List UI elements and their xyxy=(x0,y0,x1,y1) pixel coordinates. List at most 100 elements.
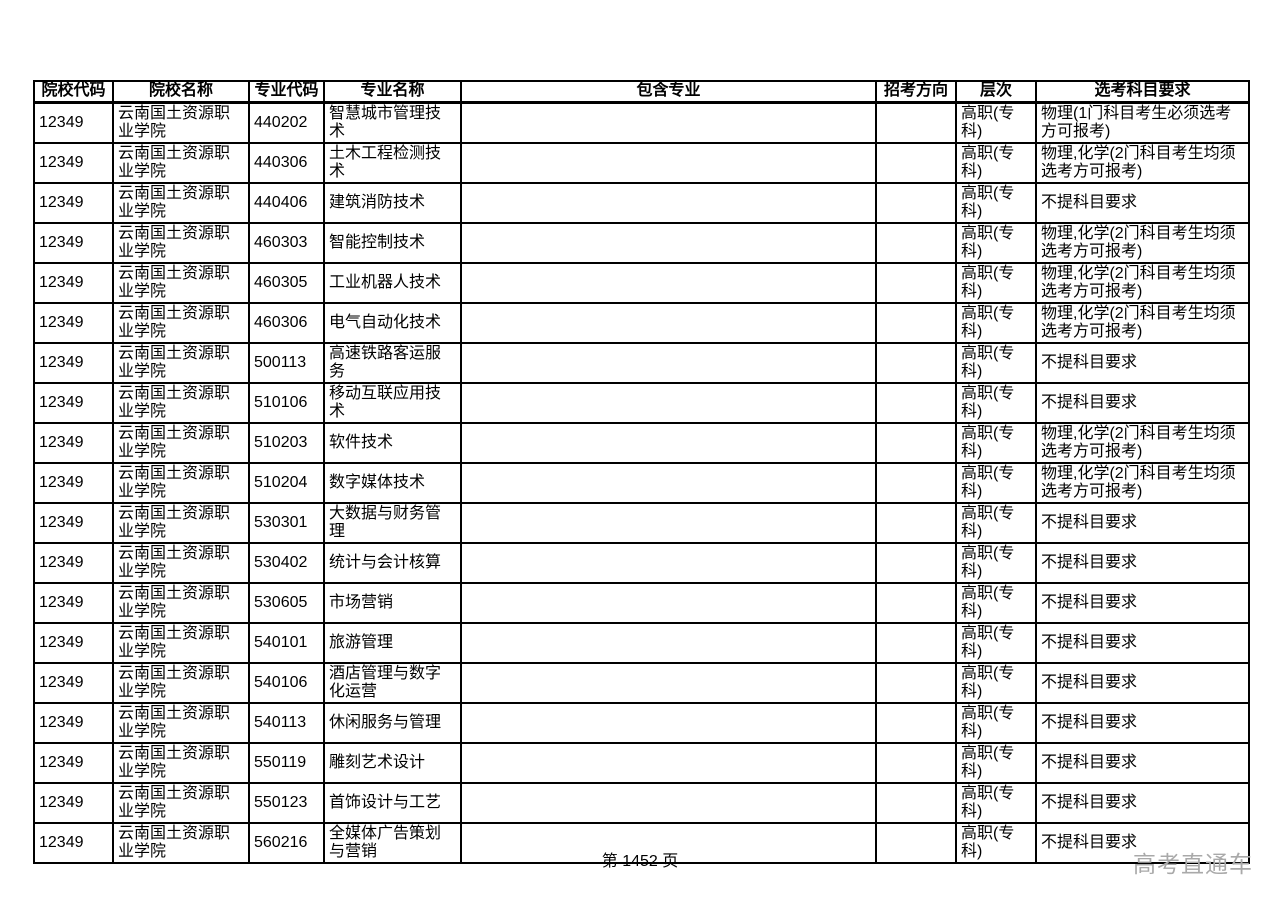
cell-major-code: 510203 xyxy=(248,421,325,464)
cell-college-name: 云南国土资源职业学院 xyxy=(112,661,250,704)
cell-college-code: 12349 xyxy=(33,421,114,464)
column-header-admission-direction: 招考方向 xyxy=(875,80,957,104)
cell-level: 高职(专科) xyxy=(955,341,1037,384)
table-row: 12349 云南国土资源职业学院 540106 酒店管理与数字化运营 高职(专科) 不提科… xyxy=(33,661,1250,704)
cell-major-code: 440202 xyxy=(248,101,325,144)
table-row: 12349 云南国土资源职业学院 440306 土木工程检测技术 高职(专科) 物理,化学… xyxy=(33,141,1250,184)
cell-major-name: 智能控制技术 xyxy=(323,221,462,264)
cell-major-name: 高速铁路客运服务 xyxy=(323,341,462,384)
cell-included-majors xyxy=(460,781,877,824)
cell-major-code: 550123 xyxy=(248,781,325,824)
cell-level: 高职(专科) xyxy=(955,581,1037,624)
cell-college-name: 云南国土资源职业学院 xyxy=(112,501,250,544)
cell-major-code: 440306 xyxy=(248,141,325,184)
cell-college-code: 12349 xyxy=(33,341,114,384)
cell-college-name: 云南国土资源职业学院 xyxy=(112,581,250,624)
cell-subject-requirements: 不提科目要求 xyxy=(1035,181,1250,224)
cell-college-name: 云南国土资源职业学院 xyxy=(112,541,250,584)
table-row: 12349 云南国土资源职业学院 540101 旅游管理 高职(专科) 不提科目要求 xyxy=(33,621,1250,664)
cell-college-name: 云南国土资源职业学院 xyxy=(112,381,250,424)
table-row: 12349 云南国土资源职业学院 460303 智能控制技术 高职(专科) 物理,化学(2… xyxy=(33,221,1250,264)
cell-level: 高职(专科) xyxy=(955,661,1037,704)
cell-admission-direction xyxy=(875,501,957,544)
cell-admission-direction xyxy=(875,741,957,784)
cell-level: 高职(专科) xyxy=(955,821,1037,864)
cell-level: 高职(专科) xyxy=(955,781,1037,824)
cell-subject-requirements: 物理,化学(2门科目考生均须选考方可报考) xyxy=(1035,301,1250,344)
cell-included-majors xyxy=(460,701,877,744)
cell-major-name: 雕刻艺术设计 xyxy=(323,741,462,784)
cell-level: 高职(专科) xyxy=(955,421,1037,464)
cell-college-name: 云南国土资源职业学院 xyxy=(112,221,250,264)
cell-college-code: 12349 xyxy=(33,301,114,344)
cell-included-majors xyxy=(460,181,877,224)
cell-college-name: 云南国土资源职业学院 xyxy=(112,741,250,784)
cell-included-majors xyxy=(460,541,877,584)
cell-admission-direction xyxy=(875,701,957,744)
table-row: 12349 云南国土资源职业学院 550119 雕刻艺术设计 高职(专科) 不提科目要求 xyxy=(33,741,1250,784)
cell-major-name: 首饰设计与工艺 xyxy=(323,781,462,824)
watermark: 高考直通车 xyxy=(1133,851,1253,877)
cell-major-name: 旅游管理 xyxy=(323,621,462,664)
cell-included-majors xyxy=(460,261,877,304)
cell-admission-direction xyxy=(875,181,957,224)
cell-admission-direction xyxy=(875,661,957,704)
cell-college-name: 云南国土资源职业学院 xyxy=(112,821,250,864)
cell-level: 高职(专科) xyxy=(955,381,1037,424)
header-row: 院校代码 院校名称 专业代码 专业名称 包含专业 招考方向 层次 选考科目要求 xyxy=(33,80,1250,104)
cell-major-name: 软件技术 xyxy=(323,421,462,464)
cell-level: 高职(专科) xyxy=(955,261,1037,304)
majors-table: 院校代码 院校名称 专业代码 专业名称 包含专业 招考方向 层次 选考科目要求 12349 云南… xyxy=(33,80,1250,864)
cell-major-name: 移动互联应用技术 xyxy=(323,381,462,424)
cell-college-name: 云南国土资源职业学院 xyxy=(112,141,250,184)
cell-college-name: 云南国土资源职业学院 xyxy=(112,341,250,384)
cell-level: 高职(专科) xyxy=(955,741,1037,784)
cell-subject-requirements: 不提科目要求 xyxy=(1035,541,1250,584)
cell-admission-direction xyxy=(875,621,957,664)
cell-level: 高职(专科) xyxy=(955,221,1037,264)
cell-level: 高职(专科) xyxy=(955,541,1037,584)
cell-major-name: 土木工程检测技术 xyxy=(323,141,462,184)
table-row: 12349 云南国土资源职业学院 510204 数字媒体技术 高职(专科) 物理,化学(2… xyxy=(33,461,1250,504)
table-row: 12349 云南国土资源职业学院 440406 建筑消防技术 高职(专科) 不提科目要求 xyxy=(33,181,1250,224)
table-row: 12349 云南国土资源职业学院 550123 首饰设计与工艺 高职(专科) 不提科目要求 xyxy=(33,781,1250,824)
table-row: 12349 云南国土资源职业学院 530301 大数据与财务管理 高职(专科) 不提科目要… xyxy=(33,501,1250,544)
cell-level: 高职(专科) xyxy=(955,301,1037,344)
cell-level: 高职(专科) xyxy=(955,701,1037,744)
cell-included-majors xyxy=(460,101,877,144)
column-header-college-code: 院校代码 xyxy=(33,80,114,104)
cell-admission-direction xyxy=(875,821,957,864)
cell-college-name: 云南国土资源职业学院 xyxy=(112,421,250,464)
cell-subject-requirements: 物理,化学(2门科目考生均须选考方可报考) xyxy=(1035,461,1250,504)
cell-college-name: 云南国土资源职业学院 xyxy=(112,181,250,224)
cell-major-code: 460303 xyxy=(248,221,325,264)
table-row: 12349 云南国土资源职业学院 530605 市场营销 高职(专科) 不提科目要求 xyxy=(33,581,1250,624)
table-row: 12349 云南国土资源职业学院 440202 智慧城市管理技术 高职(专科) 物理(1门… xyxy=(33,101,1250,144)
cell-college-name: 云南国土资源职业学院 xyxy=(112,261,250,304)
cell-major-code: 460305 xyxy=(248,261,325,304)
cell-admission-direction xyxy=(875,301,957,344)
cell-college-name: 云南国土资源职业学院 xyxy=(112,781,250,824)
cell-admission-direction xyxy=(875,261,957,304)
cell-college-code: 12349 xyxy=(33,261,114,304)
cell-major-name: 统计与会计核算 xyxy=(323,541,462,584)
cell-subject-requirements: 不提科目要求 xyxy=(1035,381,1250,424)
cell-major-name: 工业机器人技术 xyxy=(323,261,462,304)
cell-major-code: 460306 xyxy=(248,301,325,344)
table-body: 12349 云南国土资源职业学院 440202 智慧城市管理技术 高职(专科) 物理(1门… xyxy=(33,101,1250,864)
column-header-major-code: 专业代码 xyxy=(248,80,325,104)
cell-subject-requirements: 物理,化学(2门科目考生均须选考方可报考) xyxy=(1035,221,1250,264)
cell-subject-requirements: 物理(1门科目考生必须选考方可报考) xyxy=(1035,101,1250,144)
cell-subject-requirements: 不提科目要求 xyxy=(1035,661,1250,704)
cell-college-name: 云南国土资源职业学院 xyxy=(112,301,250,344)
cell-college-code: 12349 xyxy=(33,821,114,864)
cell-college-code: 12349 xyxy=(33,381,114,424)
cell-major-code: 530402 xyxy=(248,541,325,584)
cell-college-code: 12349 xyxy=(33,741,114,784)
table-row: 12349 云南国土资源职业学院 530402 统计与会计核算 高职(专科) 不提科目要求 xyxy=(33,541,1250,584)
table-row: 12349 云南国土资源职业学院 560216 全媒体广告策划与营销 高职(专科) 不提科… xyxy=(33,821,1250,864)
cell-included-majors xyxy=(460,821,877,864)
cell-included-majors xyxy=(460,301,877,344)
cell-admission-direction xyxy=(875,581,957,624)
cell-major-code: 530605 xyxy=(248,581,325,624)
